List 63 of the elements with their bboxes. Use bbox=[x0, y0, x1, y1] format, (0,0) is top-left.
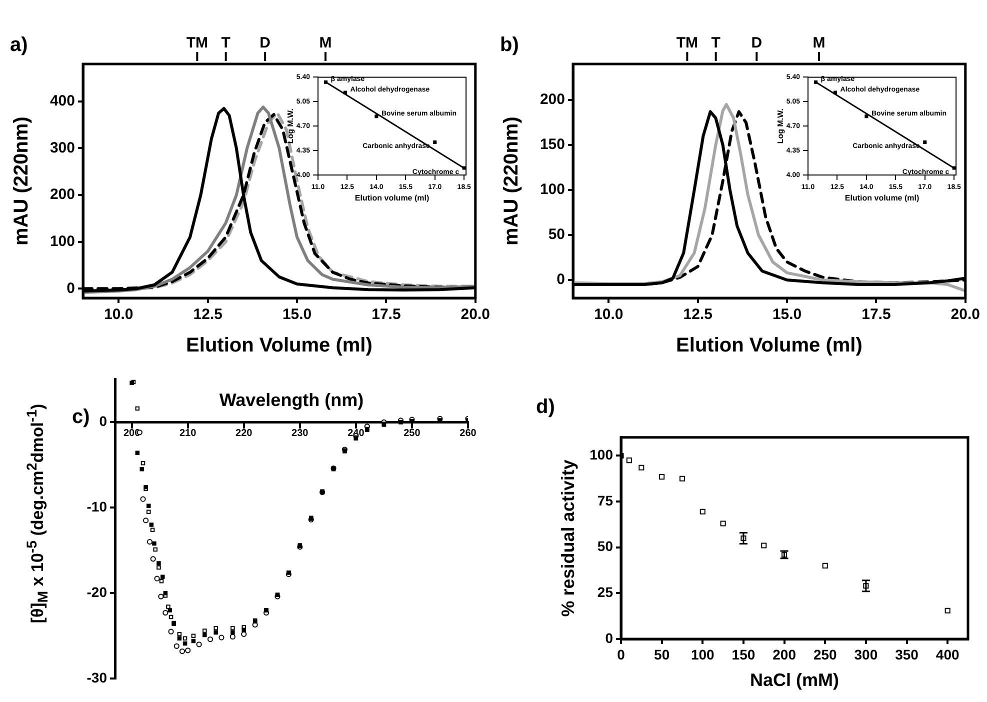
text: TM bbox=[186, 34, 208, 52]
x-tick-label: 260 bbox=[460, 428, 477, 439]
y-tick-label: 100 bbox=[590, 446, 614, 463]
y-tick-label: 50 bbox=[548, 226, 565, 244]
x-axis-title: Elution volume (ml) bbox=[844, 193, 920, 202]
chart-title: a) bbox=[10, 34, 28, 57]
x-axis-title: Elution Volume (ml) bbox=[186, 334, 372, 357]
chart-title: b) bbox=[500, 34, 519, 57]
y-tick-label: 300 bbox=[50, 139, 75, 156]
y-tick-label: 0 bbox=[66, 280, 75, 297]
x-tick-label: 400 bbox=[936, 646, 960, 662]
y-tick-label: 25 bbox=[597, 584, 614, 600]
x-tick-label: 17.5 bbox=[372, 306, 401, 324]
text: M bbox=[319, 34, 332, 52]
chart-title: d) bbox=[536, 396, 555, 419]
y-tick-label: 0 bbox=[605, 630, 614, 646]
x-tick-label: 100 bbox=[690, 646, 715, 662]
y-axis-title: mAU (220nm) bbox=[10, 116, 33, 246]
text: D bbox=[751, 34, 762, 52]
y-tick-label: -10 bbox=[86, 498, 108, 514]
text: TM bbox=[676, 34, 698, 52]
y-tick-label: 50 bbox=[597, 538, 614, 554]
x-tick-label: 350 bbox=[895, 646, 919, 662]
x-tick-label: 15.0 bbox=[772, 306, 802, 324]
x-tick-label: 230 bbox=[292, 428, 309, 439]
y-axis-title: mAU (220nm) bbox=[500, 116, 523, 246]
y-tick-label: -30 bbox=[86, 669, 108, 686]
y-tick-label: 400 bbox=[50, 92, 75, 110]
x-tick-label: 20.0 bbox=[460, 306, 490, 324]
text: c) bbox=[72, 406, 90, 429]
text: D bbox=[260, 34, 271, 52]
y-axis-title: Log M.W. bbox=[286, 108, 296, 144]
x-tick-label: 10.0 bbox=[104, 306, 134, 324]
x-tick-label: 250 bbox=[404, 428, 421, 439]
x-tick-label: 12.5 bbox=[193, 306, 222, 324]
y-axis-title: Log M.W. bbox=[776, 108, 786, 144]
text: T bbox=[711, 34, 720, 52]
y-tick-label: 100 bbox=[50, 232, 75, 250]
x-tick-label: 50 bbox=[654, 646, 670, 662]
y-tick-label: 0 bbox=[556, 271, 565, 288]
x-tick-label: 20.0 bbox=[950, 306, 980, 324]
y-tick-label: 75 bbox=[597, 492, 614, 508]
x-tick-label: 150 bbox=[732, 646, 756, 662]
y-tick-label: 200 bbox=[540, 91, 565, 108]
y-axis-title: % residual activity bbox=[558, 460, 578, 617]
x-axis-title: Wavelength (nm) bbox=[218, 390, 365, 411]
x-tick-label: 220 bbox=[236, 428, 253, 439]
x-tick-label: 300 bbox=[854, 646, 878, 662]
text: T bbox=[221, 34, 230, 52]
y-tick-label: 0 bbox=[99, 413, 108, 429]
y-tick-label: 150 bbox=[540, 136, 565, 154]
x-tick-label: 250 bbox=[813, 646, 838, 662]
x-axis-title: Elution Volume (ml) bbox=[676, 334, 862, 357]
x-tick-label: 0 bbox=[617, 646, 626, 662]
x-axis-title: Elution volume (ml) bbox=[354, 193, 430, 202]
x-axis-title: NaCl (mM) bbox=[750, 670, 840, 690]
x-tick-label: 10.0 bbox=[594, 306, 624, 324]
x-tick-label: 210 bbox=[180, 428, 197, 439]
x-tick-label: 12.5 bbox=[683, 306, 712, 324]
text: M bbox=[812, 34, 826, 52]
y-tick-label: -20 bbox=[86, 584, 108, 600]
x-tick-label: 17.5 bbox=[862, 306, 891, 324]
x-tick-label: 15.0 bbox=[282, 306, 312, 324]
